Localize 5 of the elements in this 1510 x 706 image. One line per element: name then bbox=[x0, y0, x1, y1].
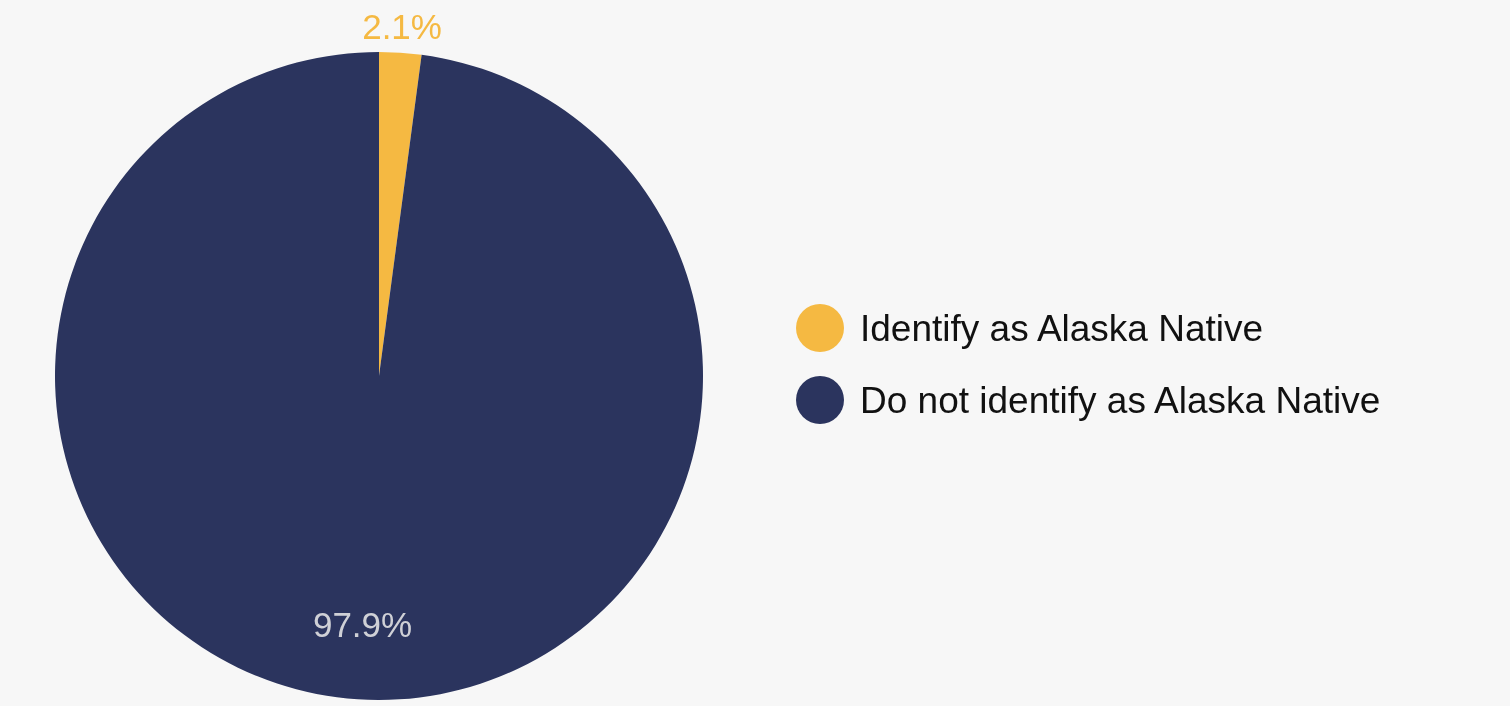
legend-label: Identify as Alaska Native bbox=[860, 307, 1264, 349]
legend-label: Do not identify as Alaska Native bbox=[860, 379, 1381, 421]
data-label: 97.9% bbox=[312, 605, 413, 645]
data-label: 2.1% bbox=[362, 7, 442, 47]
pie-slice bbox=[55, 52, 703, 700]
